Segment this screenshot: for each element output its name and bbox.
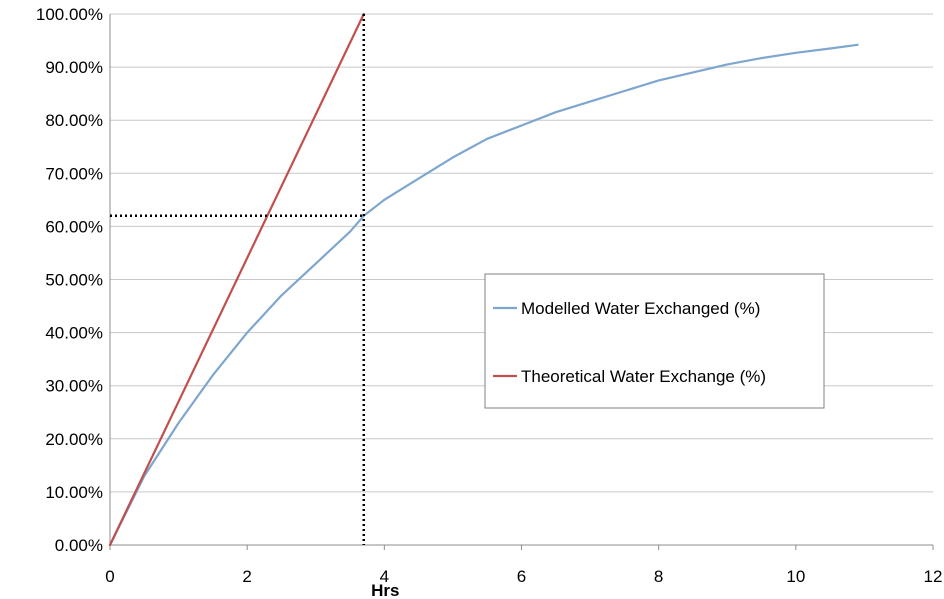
y-tick-label: 100.00% [36,5,103,24]
series-line-1 [108,12,365,547]
x-tick-label: 0 [105,567,114,586]
y-tick-label: 90.00% [45,58,103,77]
x-tick-labels: 0 2 4 6 8 10 12 [105,567,942,586]
y-tick-label: 50.00% [45,271,103,290]
y-tick-label: 60.00% [45,217,103,236]
x-tick-label: 4 [380,567,389,586]
y-tick-label: 10.00% [45,483,103,502]
legend-entry: Modelled Water Exchanged (%) [521,299,760,318]
y-tick-label: 40.00% [45,324,103,343]
x-tick-label: 6 [517,567,526,586]
gridlines [110,13,933,493]
y-tick-label: 0.00% [55,536,103,555]
axes [109,14,934,550]
y-tick-label: 30.00% [45,377,103,396]
x-axis-label: Hrs [371,581,399,599]
y-tick-labels: 0.00% 10.00% 20.00% 30.00% 40.00% 50.00% 60.00… [36,5,103,555]
y-tick-label: 80.00% [45,111,103,130]
legend: Modelled Water Exchanged (%) Theoretical … [484,273,825,409]
series-lines [108,12,859,547]
reference-lines [110,14,366,545]
legend-entry: Theoretical Water Exchange (%) [521,367,766,386]
y-tick-label: 20.00% [45,430,103,449]
series-line-0 [108,43,859,547]
legend-box [484,273,825,409]
x-tick-label: 12 [924,567,943,586]
x-tick-label: 8 [654,567,663,586]
x-tick-label: 2 [242,567,251,586]
x-tick-label: 10 [786,567,805,586]
y-tick-label: 70.00% [45,164,103,183]
